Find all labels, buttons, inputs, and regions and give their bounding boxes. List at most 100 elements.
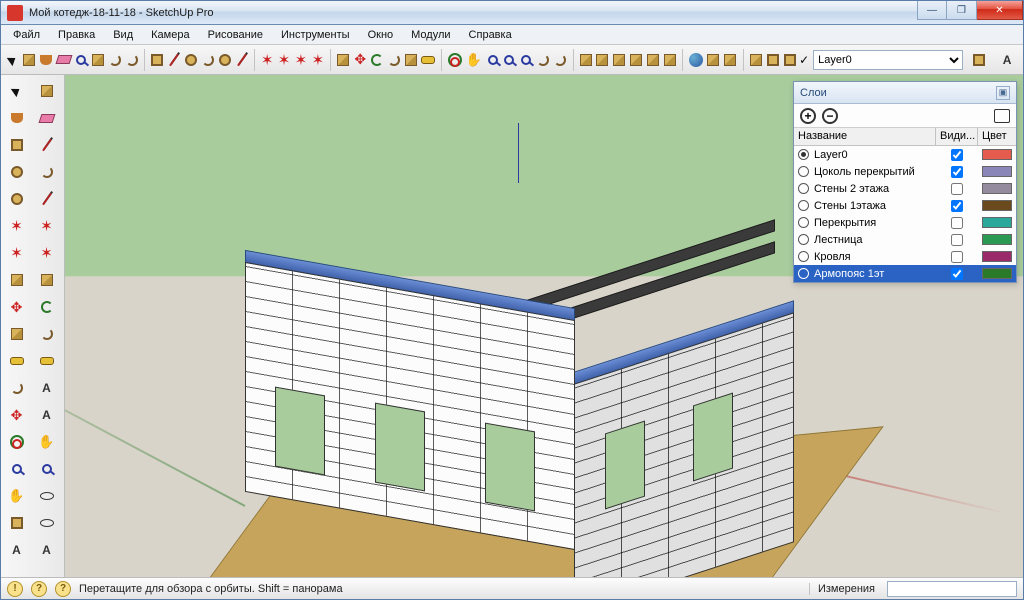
next-button[interactable] — [553, 48, 568, 72]
layer-color-swatch[interactable] — [982, 149, 1012, 160]
layers-manager-button[interactable] — [967, 48, 991, 72]
info-button[interactable]: A — [995, 48, 1019, 72]
previous-button[interactable] — [536, 48, 551, 72]
layer-active-radio[interactable] — [798, 149, 809, 160]
layer-active-radio[interactable] — [798, 234, 809, 245]
scale-button[interactable] — [403, 48, 418, 72]
push-pull-button[interactable] — [336, 48, 351, 72]
offset-tool[interactable] — [33, 322, 60, 346]
layer-active-radio[interactable] — [798, 166, 809, 177]
menu-файл[interactable]: Файл — [5, 27, 48, 43]
line-tool[interactable] — [33, 133, 60, 157]
orbit-tool[interactable] — [3, 430, 30, 454]
earth-button[interactable] — [688, 48, 704, 72]
layer-row[interactable]: Стены 2 этажа — [794, 180, 1016, 197]
star-button[interactable]: ✶ — [260, 48, 275, 72]
move-tool[interactable]: ✥ — [3, 295, 30, 319]
zoom-button[interactable] — [485, 48, 500, 72]
layer-color-swatch[interactable] — [982, 166, 1012, 177]
rect-tool[interactable] — [3, 133, 30, 157]
eye-tool[interactable] — [33, 511, 60, 535]
layer-visible-checkbox[interactable] — [951, 251, 963, 263]
tips-icon[interactable]: ? — [55, 581, 71, 597]
layer-color-swatch[interactable] — [982, 251, 1012, 262]
layer-row[interactable]: Кровля — [794, 248, 1016, 265]
rotate-button[interactable] — [370, 48, 385, 72]
menu-окно[interactable]: Окно — [360, 27, 402, 43]
redo-button[interactable] — [124, 48, 139, 72]
iso-button[interactable] — [578, 48, 593, 72]
menu-инструменты[interactable]: Инструменты — [273, 27, 358, 43]
move-button[interactable]: ✥ — [353, 48, 368, 72]
layer-color-swatch[interactable] — [982, 183, 1012, 194]
col-name[interactable]: Название — [794, 128, 936, 145]
pan-tool[interactable]: ✋ — [33, 430, 60, 454]
freehand-button[interactable] — [234, 48, 249, 72]
viewport-3d[interactable]: Слои ▣ + − Название Види... Цвет Layer0Ц… — [65, 75, 1023, 577]
layer-visible-checkbox[interactable] — [951, 234, 963, 246]
maximize-button[interactable]: ❐ — [947, 1, 977, 20]
offset-button[interactable] — [387, 48, 402, 72]
layer-row[interactable]: Армопояс 1эт — [794, 265, 1016, 282]
layer-row[interactable]: Лестница — [794, 231, 1016, 248]
arc-button[interactable] — [200, 48, 215, 72]
layer-active-radio[interactable] — [798, 217, 809, 228]
pan-button[interactable]: ✋ — [465, 48, 483, 72]
layer-visible-checkbox[interactable] — [951, 183, 963, 195]
menu-рисование[interactable]: Рисование — [200, 27, 271, 43]
add-layer-button[interactable]: + — [800, 108, 816, 124]
layer-visible-checkbox[interactable] — [951, 200, 963, 212]
circle-tool[interactable] — [3, 160, 30, 184]
measurements-input[interactable] — [887, 581, 1017, 597]
layer-visible-cell[interactable] — [936, 166, 978, 178]
poly-tool[interactable] — [3, 187, 30, 211]
zoom-tool[interactable] — [3, 457, 30, 481]
make-component-button[interactable] — [22, 48, 37, 72]
star-tool[interactable]: ✶ — [33, 241, 60, 265]
layer-visible-cell[interactable] — [936, 234, 978, 246]
left-button[interactable] — [663, 48, 678, 72]
layer-ui-button[interactable] — [782, 48, 797, 72]
tape-tool[interactable] — [3, 349, 30, 373]
push-tool[interactable] — [3, 268, 30, 292]
line-button[interactable] — [167, 48, 182, 72]
rectangle-button[interactable] — [150, 48, 165, 72]
layer-active-radio[interactable] — [798, 200, 809, 211]
back-button[interactable] — [646, 48, 661, 72]
star-tool[interactable]: ✶ — [33, 214, 60, 238]
layer-details-button[interactable] — [994, 109, 1010, 123]
follow-tool[interactable] — [33, 268, 60, 292]
layer-color-swatch[interactable] — [982, 234, 1012, 245]
q1-tool[interactable]: A — [3, 538, 30, 562]
paint-tool[interactable] — [3, 106, 30, 130]
layers-panel[interactable]: Слои ▣ + − Название Види... Цвет Layer0Ц… — [793, 81, 1017, 283]
eraser-button[interactable] — [56, 48, 72, 72]
current-layer-select[interactable]: Layer0 — [813, 50, 963, 70]
menu-справка[interactable]: Справка — [461, 27, 520, 43]
scale-tool[interactable] — [3, 322, 30, 346]
right-button[interactable] — [629, 48, 644, 72]
axes-tool[interactable]: ✥ — [3, 403, 30, 427]
arc-tool[interactable] — [33, 160, 60, 184]
select-tool[interactable] — [3, 79, 30, 103]
layer-visible-cell[interactable] — [936, 217, 978, 229]
zoom-window-button[interactable] — [502, 48, 517, 72]
star-button[interactable]: ✶ — [277, 48, 292, 72]
minimize-button[interactable]: — — [917, 1, 947, 20]
layer-row[interactable]: Перекрытия — [794, 214, 1016, 231]
section-button[interactable] — [765, 48, 780, 72]
layer-visible-checkbox[interactable] — [951, 166, 963, 178]
layer-row[interactable]: Стены 1этажа — [794, 197, 1016, 214]
col-visible[interactable]: Види... — [936, 128, 978, 145]
menu-вид[interactable]: Вид — [105, 27, 141, 43]
layer-active-radio[interactable] — [798, 183, 809, 194]
paint-bucket-button[interactable] — [39, 48, 54, 72]
zoom-extents-button[interactable] — [519, 48, 534, 72]
text-tool[interactable]: A — [33, 376, 60, 400]
3dtext-tool[interactable]: A — [33, 403, 60, 427]
get-models-button[interactable] — [706, 48, 721, 72]
walk-tool[interactable]: ✋ — [3, 484, 30, 508]
orbit-button[interactable] — [447, 48, 463, 72]
star-tool[interactable]: ✶ — [3, 241, 30, 265]
layer-visible-checkbox[interactable] — [951, 149, 963, 161]
